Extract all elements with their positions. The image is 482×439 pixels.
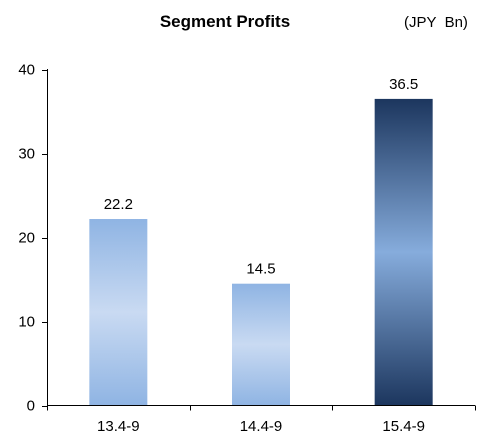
bar-13.4-9 bbox=[89, 219, 148, 406]
bars-group: 22.2 14.5 36.5 bbox=[89, 76, 433, 406]
x-tick-label: 15.4-9 bbox=[382, 418, 425, 435]
y-tick-label: 20 bbox=[18, 230, 35, 247]
data-label: 36.5 bbox=[389, 76, 418, 93]
x-axis-ticks: 13.4-9 14.4-9 15.4-9 bbox=[47, 405, 476, 435]
unit-label: (JPY Bn) bbox=[404, 14, 468, 31]
y-axis-ticks: 0 10 20 30 40 bbox=[18, 62, 47, 415]
chart-title: Segment Profits bbox=[160, 12, 290, 31]
bar-14.4-9 bbox=[232, 283, 290, 406]
y-tick-label: 10 bbox=[18, 314, 35, 331]
bar-15.4-9 bbox=[374, 98, 433, 406]
x-tick-label: 13.4-9 bbox=[97, 418, 140, 435]
y-tick-label: 40 bbox=[18, 62, 35, 79]
data-label: 22.2 bbox=[104, 196, 133, 213]
x-tick-label: 14.4-9 bbox=[240, 418, 283, 435]
y-tick-label: 0 bbox=[27, 398, 35, 415]
data-label: 14.5 bbox=[246, 261, 275, 278]
y-tick-label: 30 bbox=[18, 146, 35, 163]
